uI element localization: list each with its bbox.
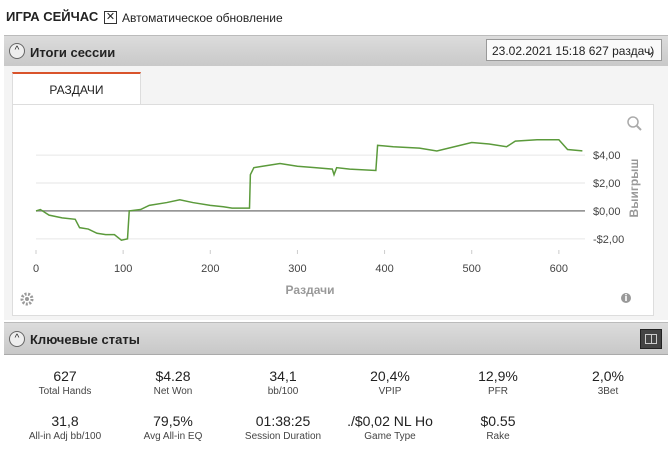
page-title: ИГРА СЕЙЧАС	[6, 9, 99, 24]
panel-title: Итоги сессии	[30, 45, 116, 60]
stat-label: bb/100	[267, 386, 299, 397]
stat-value: ./$0,02 NL Ho	[347, 413, 433, 429]
y-tick-label: $4,00	[593, 150, 621, 162]
checkbox[interactable]: ✕	[104, 11, 117, 24]
tab[interactable]: РАЗДАЧИ	[12, 72, 141, 104]
stat: $4.28 Net Won	[119, 368, 227, 397]
y-axis-title: Выигрыш	[627, 159, 641, 218]
stat-label: VPIP	[378, 386, 402, 397]
series-line	[35, 139, 583, 242]
stat: 12,9% PFR	[444, 368, 552, 397]
stat: ./$0,02 NL Ho Game Type	[336, 413, 444, 442]
stat: 34,1 bb/100	[229, 368, 337, 397]
stat-label: Game Type	[364, 431, 416, 442]
stat-value: 627	[53, 368, 77, 384]
zoom-icon[interactable]	[627, 116, 642, 131]
stat: 627 Total Hands	[11, 368, 119, 397]
stat-label: All-in Adj bb/100	[28, 431, 102, 442]
stat-value: 31,8	[51, 413, 79, 429]
stat-value: 2,0%	[592, 368, 624, 384]
stat-label: Avg All-in EQ	[143, 431, 203, 442]
y-tick-label: $0,00	[593, 206, 621, 218]
stat-value: $0.55	[480, 413, 516, 429]
info-icon[interactable]	[621, 293, 631, 303]
stat: 79,5% Avg All-in EQ	[119, 413, 227, 442]
y-tick-label: $2,00	[593, 178, 621, 190]
y-tick-label: -$2,00	[593, 234, 624, 246]
x-tick-label: 600	[550, 263, 568, 275]
checkbox-label[interactable]: Автоматическое обновление	[122, 11, 283, 25]
x-tick-label: 0	[33, 263, 39, 275]
stat: $0.55 Rake	[444, 413, 552, 442]
stat-label: Session Duration	[244, 431, 322, 442]
stat-value: $4.28	[155, 368, 191, 384]
collapse-button[interactable]: ^	[9, 43, 25, 59]
stat-label: PFR	[488, 386, 508, 397]
stat-value: 79,5%	[153, 413, 193, 429]
stat-label: 3Bet	[597, 386, 619, 397]
chevron: ⌄	[644, 44, 655, 58]
stat-value: 20,4%	[370, 368, 410, 384]
x-tick-label: 500	[463, 263, 481, 275]
chart: Раздачи Выигрыш -$2,00 $0,00 $2,00 $4,00 0 10…	[20, 116, 642, 306]
stat-value: 12,9%	[478, 368, 518, 384]
stat-label: Rake	[486, 431, 510, 442]
collapse-button[interactable]: ^	[9, 331, 25, 347]
stat: 20,4% VPIP	[336, 368, 444, 397]
layout-button[interactable]	[640, 329, 662, 349]
panel-title: Ключевые статы	[30, 332, 140, 347]
stat-label: Total Hands	[38, 386, 92, 397]
x-tick-label: 100	[114, 263, 132, 275]
x-tick-label: 400	[375, 263, 393, 275]
session-select-text: 23.02.2021 15:18 627 раздач)	[492, 44, 655, 58]
x-axis-title: Раздачи	[286, 283, 335, 297]
session-select[interactable]: 23.02.2021 15:18 627 раздач) ⌄	[486, 39, 662, 61]
stat: 2,0% 3Bet	[554, 368, 662, 397]
x-tick-label: 300	[288, 263, 306, 275]
panel-header	[4, 322, 668, 355]
stat-value: 01:38:25	[255, 413, 311, 429]
stat-label: Net Won	[153, 386, 193, 397]
gear-icon[interactable]	[20, 292, 34, 306]
stat-value: 34,1	[269, 368, 297, 384]
stat: 31,8 All-in Adj bb/100	[11, 413, 119, 442]
stat: 01:38:25 Session Duration	[229, 413, 337, 442]
x-tick-label: 200	[201, 263, 219, 275]
